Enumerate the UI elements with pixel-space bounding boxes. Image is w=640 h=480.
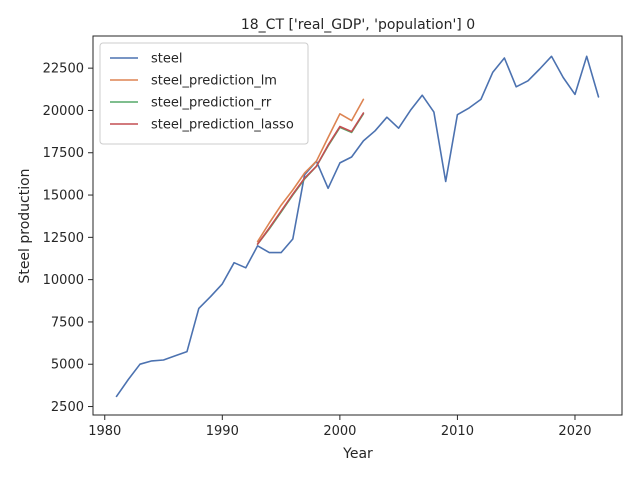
x-tick-label: 2000 [323,424,356,439]
x-tick-label: 1990 [206,424,239,439]
x-axis-label: Year [342,446,373,462]
plot-area-frame [92,35,623,416]
legend-label: steel_prediction_lasso [151,118,294,133]
legend-label: steel [151,52,182,67]
y-tick-label: 22500 [43,62,84,77]
y-tick-label: 10000 [43,273,84,288]
legend-label: steel_prediction_lm [151,74,277,89]
y-axis-label: Steel production [17,168,33,283]
x-tick-label: 2020 [558,424,591,439]
axis-ticks: 1980 1990 2000 2010 2020 2500 5000 7500 10000 125… [43,62,592,439]
series-line-steel-prediction-lasso [256,112,365,245]
y-tick-label: 7500 [51,315,84,330]
y-tick-label: 15000 [43,189,84,204]
legend-label: steel_prediction_rr [151,96,272,111]
series-line-steel [115,55,600,398]
y-tick-label: 17500 [43,146,84,161]
y-tick-label: 12500 [43,231,84,246]
series-layer [115,55,600,398]
chart-title: 18_CT ['real_GDP', 'population'] 0 [241,17,475,33]
y-tick-label: 20000 [43,104,84,119]
y-tick-label: 5000 [51,358,84,373]
y-tick-label: 2500 [51,400,84,415]
series-line-steel-prediction-lm [256,98,365,243]
legend-box [99,42,309,145]
x-tick-label: 2010 [441,424,474,439]
legend: steel steel_prediction_lm steel_prediction… [99,42,309,145]
x-tick-label: 1980 [88,424,121,439]
